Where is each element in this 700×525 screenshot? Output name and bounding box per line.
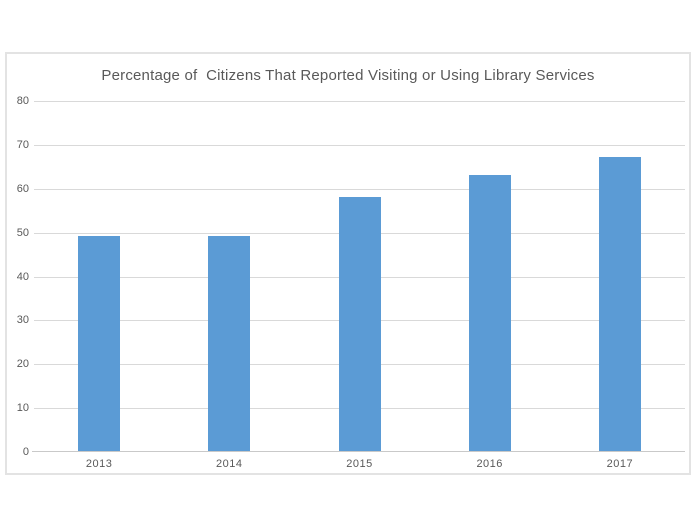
x-axis-line xyxy=(32,451,685,452)
y-tick-label-70: 70 xyxy=(16,138,29,151)
y-tick-label-80: 80 xyxy=(16,95,29,107)
y-tick-label-10: 10 xyxy=(16,402,29,415)
y-tick-label-30: 30 xyxy=(16,314,29,327)
bar-2014 xyxy=(208,236,251,451)
y-tick-label-0: 0 xyxy=(22,446,29,458)
gridline-y-70 xyxy=(34,144,685,146)
bar-2016 xyxy=(468,174,511,451)
x-tick-label-2017: 2017 xyxy=(606,458,634,470)
chart-title: Percentage of Citizens That Reported Vis… xyxy=(101,67,595,84)
y-tick-label-20: 20 xyxy=(16,358,29,371)
bar-2013 xyxy=(78,236,121,451)
y-tick-label-60: 60 xyxy=(16,182,29,195)
x-tick-label-2013: 2013 xyxy=(85,458,113,470)
x-tick-label-2015: 2015 xyxy=(346,458,373,470)
chart-frame: Percentage of Citizens That Reported Vis… xyxy=(5,52,691,475)
x-tick-label-2014: 2014 xyxy=(216,458,243,470)
y-tick-label-50: 50 xyxy=(16,226,29,239)
y-tick-label-40: 40 xyxy=(16,270,29,283)
gridline-y-80 xyxy=(34,101,685,102)
x-tick-label-2016: 2016 xyxy=(476,458,503,470)
bar-2017 xyxy=(598,157,641,451)
plot-area xyxy=(32,101,685,452)
gridline-y-60 xyxy=(34,188,685,190)
bar-2015 xyxy=(338,196,381,451)
